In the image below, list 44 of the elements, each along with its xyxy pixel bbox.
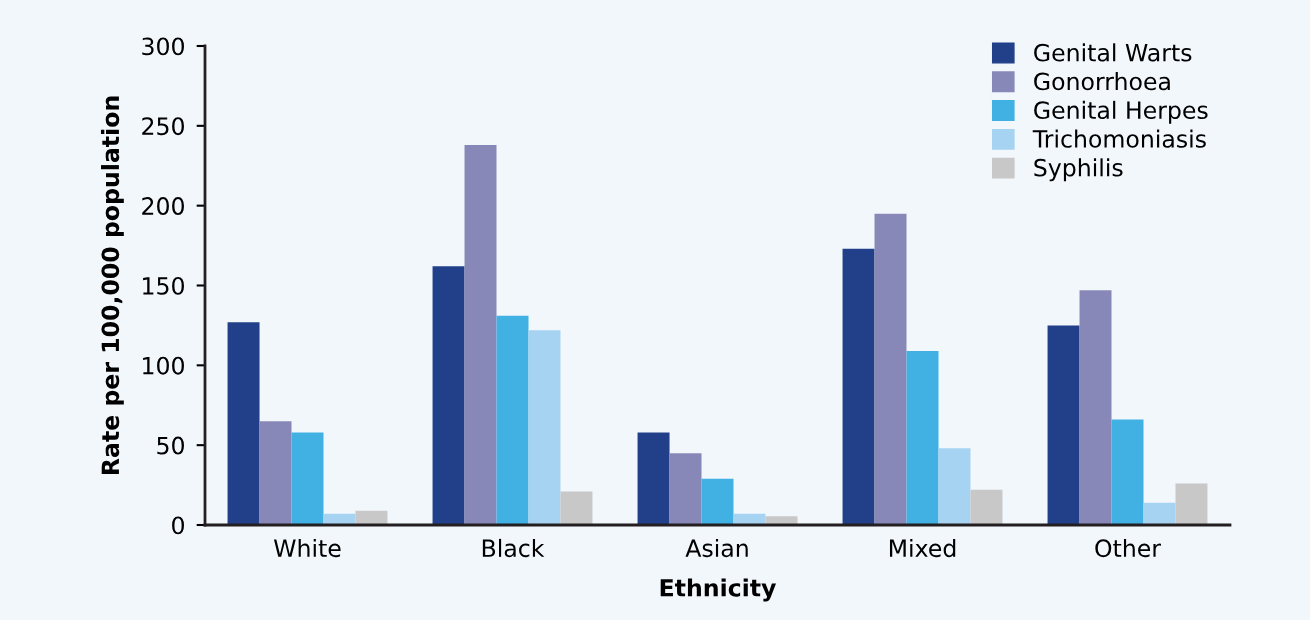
y-axis-title: Rate per 100,000 population [100,96,124,475]
y-tick-label: 50 [157,436,184,455]
bar [1047,325,1080,525]
bar [669,453,702,525]
bar [227,322,260,525]
bar [528,330,561,525]
x-axis-title: Ethnicity [660,578,777,602]
bar [701,478,734,525]
legend-label: Genital Herpes [1034,100,1208,124]
bar [842,248,875,525]
bar [1111,419,1144,525]
bar [1079,290,1112,525]
y-tick-label: 0 [172,516,184,535]
bar [560,491,593,525]
legend-label: Genital Warts [1034,43,1192,62]
bar [938,448,971,525]
bar [733,513,766,525]
legend-label: Syphilis [1034,158,1123,182]
y-tick-label: 200 [142,197,184,215]
x-tick-label: Asian [685,538,748,558]
legend-label: Trichomoniasis [1032,129,1206,148]
bar [291,432,324,525]
x-tick-label: Mixed [889,538,956,558]
y-tick-label: 150 [143,276,184,295]
bar [970,489,1003,525]
bar [464,144,497,525]
bar [355,510,388,525]
bar [874,213,907,525]
bar [432,266,465,525]
bar [637,432,670,525]
x-tick-label: Black [482,538,545,558]
y-tick-label: 300 [142,37,184,56]
y-tick-label: 100 [143,356,184,375]
y-tick-label: 250 [142,117,184,136]
legend-label: Gonorrhoea [1034,72,1170,91]
bar [906,350,939,525]
bar [765,516,798,525]
bar [1143,502,1176,525]
bar [496,315,529,525]
bar [323,513,356,525]
x-tick-label: Other [1095,538,1162,558]
bar [259,421,292,525]
bar [1175,483,1208,525]
x-tick-label: White [273,538,341,558]
